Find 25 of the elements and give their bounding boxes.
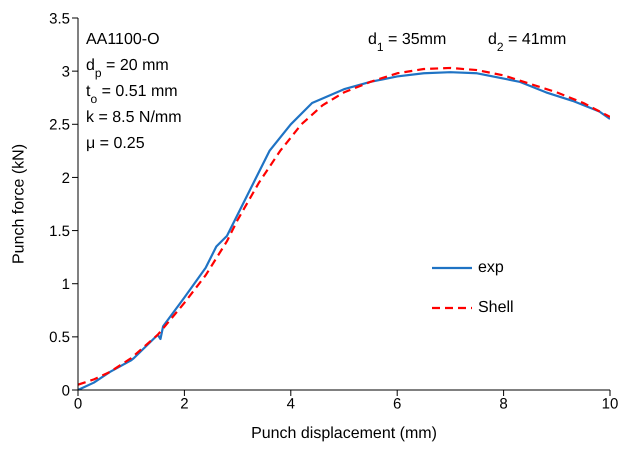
x-tick-label: 0 [74, 396, 82, 413]
y-tick-label: 1 [62, 276, 70, 294]
y-tick-label: 2 [62, 170, 70, 187]
legend-label: Shell [478, 299, 514, 317]
annotation: d$_{1}$ = 35mm [368, 31, 446, 54]
annotation: AA1100-O [86, 31, 160, 48]
x-tick-label: 8 [499, 396, 508, 413]
annotation: t$_{o}$ = 0.51 mm [86, 83, 178, 106]
y-tick-label: 3 [62, 63, 70, 80]
y-tick-label: 1.5 [49, 222, 70, 240]
x-tick-label: 4 [286, 396, 295, 413]
annotation: k = 8.5 N/mm [86, 109, 182, 126]
x-tick-label: 10 [602, 396, 618, 413]
legend-label: exp [478, 259, 504, 277]
y-tick-label: 0.5 [49, 329, 70, 346]
y-tick-label: 0 [62, 382, 70, 400]
y-tick-label: 2.5 [49, 116, 70, 134]
x-tick-label: 6 [393, 396, 402, 413]
y-axis-title: Punch force (kN) [10, 144, 28, 264]
annotation: d$_{p}$ = 20 mm [86, 57, 169, 80]
x-axis-title: Punch displacement (mm) [251, 425, 437, 442]
y-tick-label: 3.5 [49, 10, 70, 28]
annotation: d$_{2}$ = 41mm [488, 31, 566, 54]
x-tick-label: 2 [180, 396, 189, 413]
annotation: μ = 0.25 [86, 135, 145, 152]
